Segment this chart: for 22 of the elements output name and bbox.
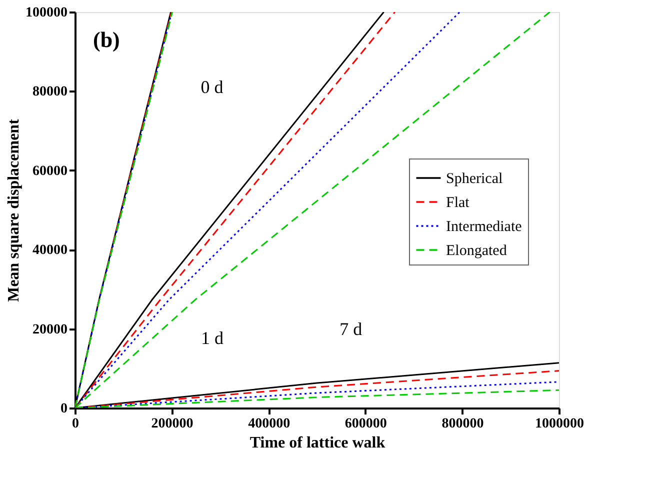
y-tick-label: 0 xyxy=(60,402,68,416)
x-tick-label: 400000 xyxy=(248,416,290,432)
legend-label: Spherical xyxy=(446,171,503,188)
x-tick-label: 800000 xyxy=(442,416,484,432)
y-tick-label: 40000 xyxy=(32,243,68,258)
annotation: 7 d xyxy=(340,319,362,340)
y-axis-title: Mean square displacement xyxy=(6,118,22,302)
y-tick-label: 100000 xyxy=(26,6,68,20)
x-tick-label: 0 xyxy=(72,416,79,432)
annotation: (b) xyxy=(93,27,120,52)
x-tick-label: 600000 xyxy=(344,416,387,432)
x-tick-label: 200000 xyxy=(151,416,194,432)
legend-label: Flat xyxy=(446,195,470,212)
y-tick-label: 60000 xyxy=(32,164,68,179)
annotation: 1 d xyxy=(201,328,224,348)
x-tick-label: 1000000 xyxy=(535,416,584,432)
legend-label: Elongated xyxy=(446,243,508,260)
y-tick-label: 80000 xyxy=(32,84,68,100)
x-axis-title: Time of lattice walk xyxy=(250,434,386,452)
annotation: 0 d xyxy=(200,77,224,98)
y-tick-label: 20000 xyxy=(32,322,68,338)
legend-label: Intermediate xyxy=(446,219,522,236)
